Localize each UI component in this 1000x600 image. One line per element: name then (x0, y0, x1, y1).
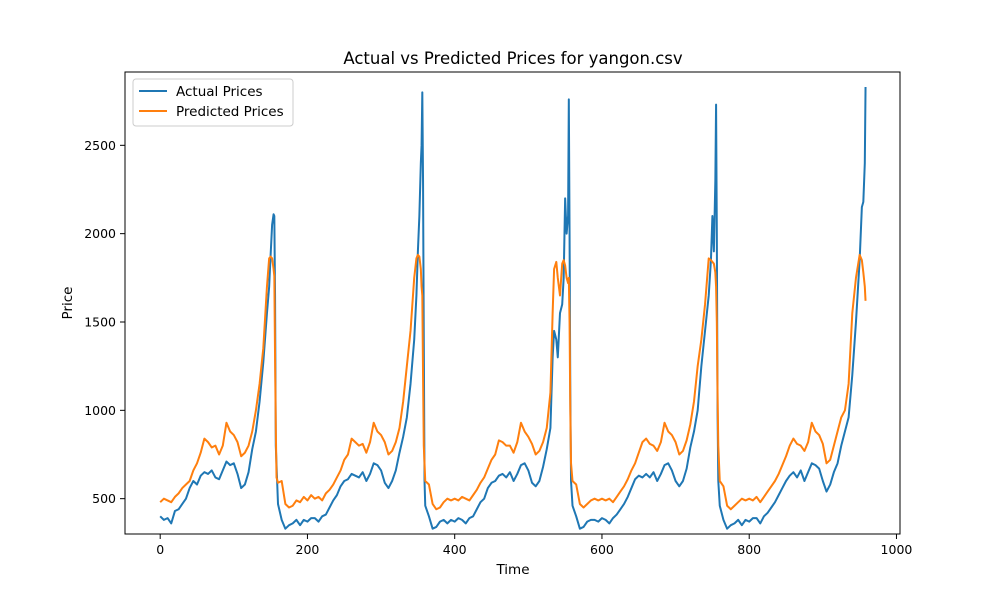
legend-box (132, 78, 294, 127)
x-axis-label: Time (495, 562, 529, 578)
x-tick-label: 0 (156, 542, 164, 557)
legend-label-predicted: Predicted Prices (176, 104, 284, 120)
legend: Actual Prices Predicted Prices (132, 78, 294, 127)
x-tick-label: 800 (737, 542, 761, 557)
y-tick-label: 2000 (84, 226, 116, 241)
x-tick-label: 600 (590, 542, 614, 557)
y-tick-label: 1000 (84, 403, 116, 418)
series-line-predicted-prices (159, 253, 867, 511)
y-tick-label: 500 (92, 491, 116, 506)
y-tick-label: 1500 (84, 314, 116, 329)
series-line-actual-prices (159, 87, 867, 530)
x-tick-label: 200 (296, 542, 320, 557)
series-layer (159, 87, 867, 530)
x-tick-label: 400 (443, 542, 467, 557)
y-tick-label: 2500 (84, 138, 116, 153)
y-axis-label: Price (60, 287, 76, 320)
x-axis-ticks: 0 200 400 600 800 1000 (156, 534, 912, 557)
x-tick-label: 1000 (881, 542, 913, 557)
y-axis-ticks: 500 1000 1500 2000 2500 (84, 138, 125, 506)
chart-title: Actual vs Predicted Prices for yangon.cs… (343, 49, 683, 68)
legend-label-actual: Actual Prices (176, 84, 263, 100)
plot-area-frame (124, 71, 901, 535)
